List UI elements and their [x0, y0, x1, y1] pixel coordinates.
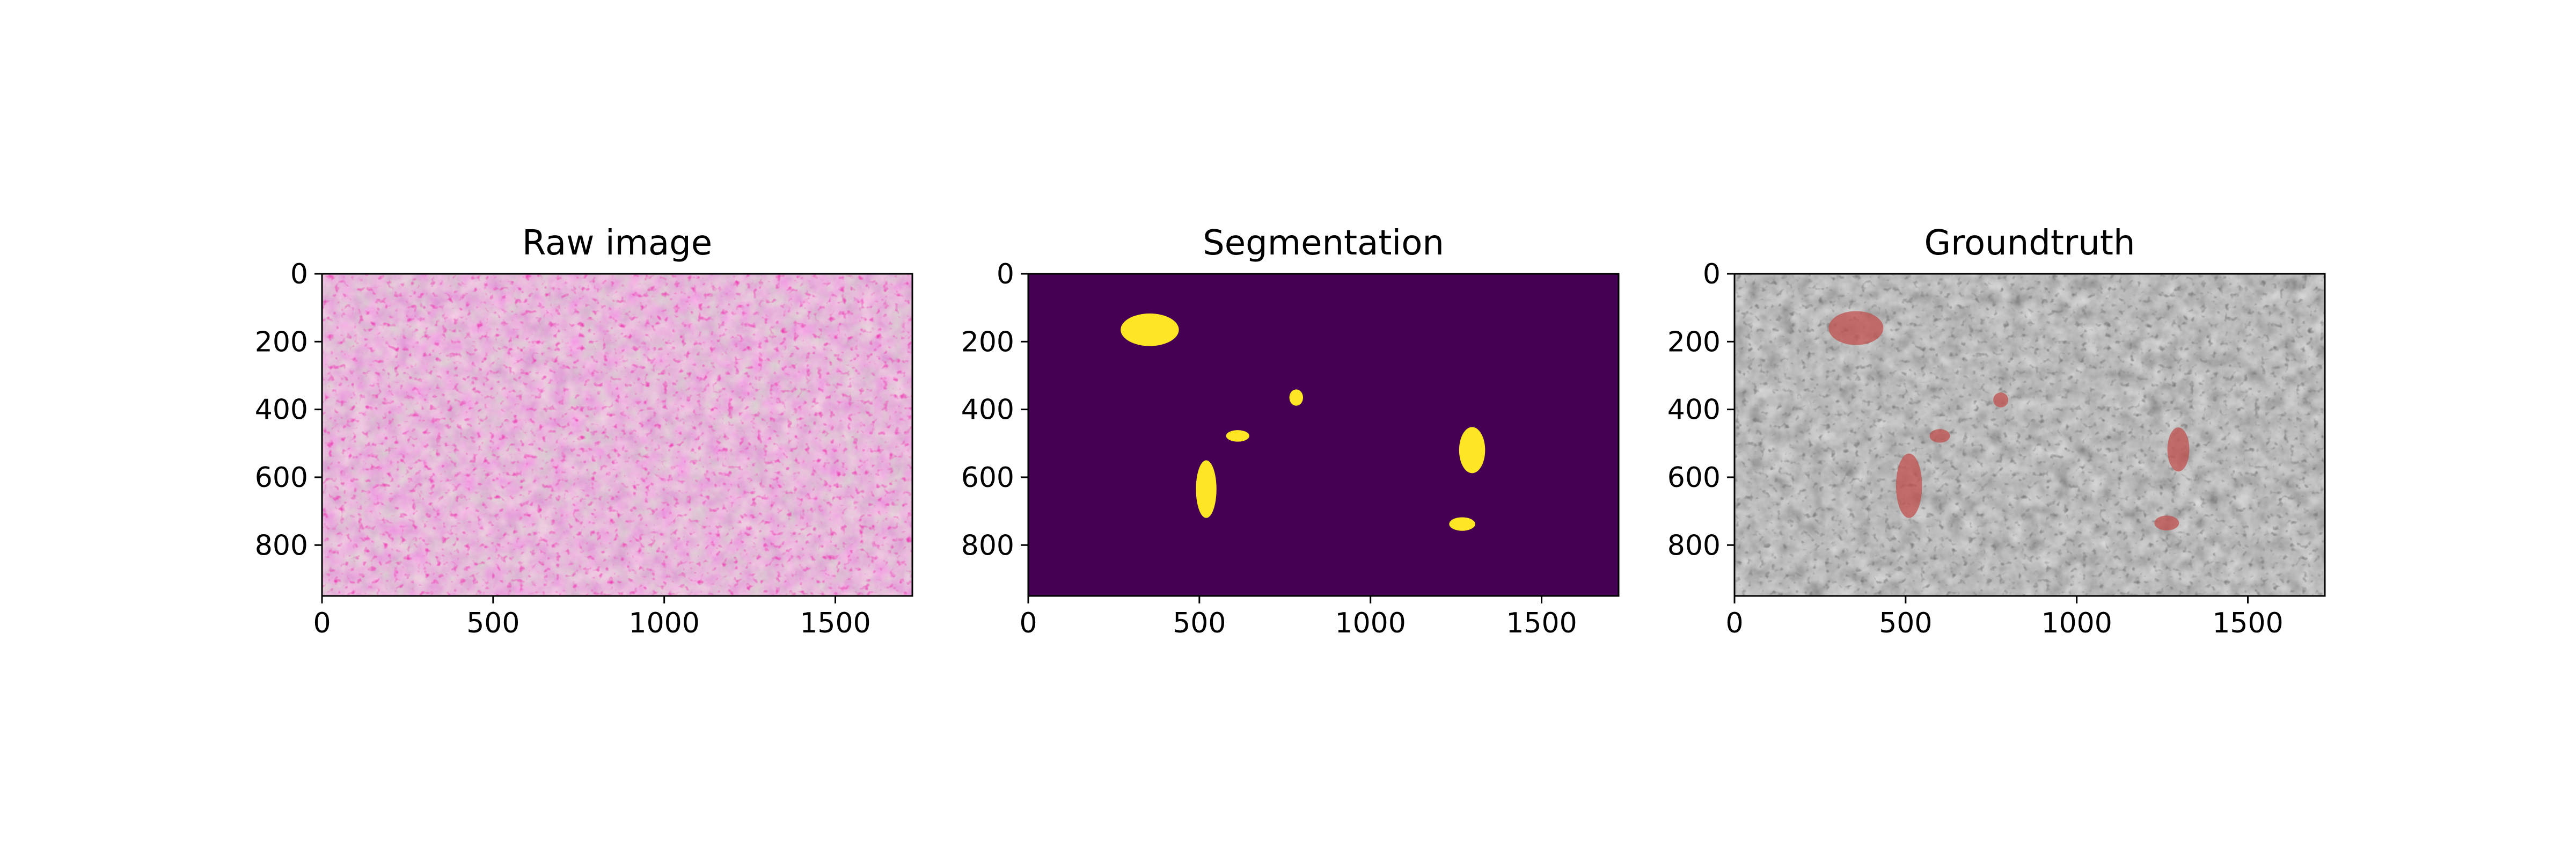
groundtruth-axes: 0 500 1000 1500 0 200 400 600 800 [1667, 258, 2284, 639]
segmentation-region [1289, 389, 1304, 406]
x-tick-label: 500 [1879, 607, 1932, 639]
segmentation-panel: Segmentation 0 500 1000 1500 0 200 400 600 800 [961, 223, 1620, 639]
y-tick-label: 200 [961, 326, 1014, 358]
y-tick-label: 600 [961, 462, 1014, 494]
y-tick-label: 800 [255, 529, 308, 562]
groundtruth-region [2167, 427, 2190, 472]
x-tick-label: 1000 [2041, 607, 2112, 639]
x-tick-label: 1500 [1506, 607, 1577, 639]
segmentation-region [1121, 313, 1179, 346]
segmentation-region [1449, 517, 1475, 531]
groundtruth-panel: Groundtruth 0 500 1000 1500 0 200 400 600 800 [1667, 223, 2326, 639]
mask-background [1028, 274, 1619, 596]
groundtruth-region [2154, 515, 2179, 531]
groundtruth-region [1993, 392, 2009, 407]
segmentation-title: Segmentation [1203, 223, 1444, 263]
y-tick-label: 800 [1667, 529, 1721, 562]
x-tick-label: 500 [466, 607, 519, 639]
segmentation-region [1226, 430, 1249, 442]
y-tick-label: 400 [961, 394, 1014, 426]
x-tick-label: 1500 [800, 607, 870, 639]
x-tick-label: 500 [1173, 607, 1226, 639]
segmentation-frame [1027, 273, 1620, 597]
y-tick-label: 200 [1667, 326, 1721, 358]
x-tick-label: 1000 [629, 607, 700, 639]
groundtruth-area [1735, 274, 2325, 596]
y-tick-label: 0 [1703, 258, 1721, 290]
cell-speckle [322, 274, 912, 596]
x-tick-label: 0 [313, 607, 331, 639]
raw-image-axes: 0 500 1000 1500 0 200 400 600 800 [255, 258, 871, 639]
y-tick-label: 800 [961, 529, 1014, 562]
raw-image-frame [321, 273, 913, 597]
groundtruth-frame [1733, 273, 2326, 597]
raw-image-panel: Raw image 0 500 1000 1500 0 200 400 600 800 [255, 223, 913, 639]
groundtruth-region [1929, 429, 1950, 443]
groundtruth-region [1828, 311, 1884, 345]
segmentation-region [1196, 460, 1217, 518]
segmentation-area [1028, 274, 1619, 596]
y-tick-label: 200 [255, 326, 308, 358]
x-tick-label: 0 [1725, 607, 1743, 639]
gray-speckle [1735, 274, 2325, 596]
x-tick-label: 0 [1019, 607, 1037, 639]
y-tick-label: 600 [255, 462, 308, 494]
raw-image-title: Raw image [522, 223, 712, 263]
groundtruth-region [1896, 453, 1922, 518]
y-tick-label: 0 [997, 258, 1014, 290]
raw-image-area [322, 274, 912, 596]
y-tick-label: 0 [290, 258, 308, 290]
groundtruth-title: Groundtruth [1924, 223, 2135, 263]
y-tick-label: 600 [1667, 462, 1721, 494]
y-tick-label: 400 [1667, 394, 1721, 426]
segmentation-axes: 0 500 1000 1500 0 200 400 600 800 [961, 258, 1577, 639]
x-tick-label: 1500 [2212, 607, 2283, 639]
x-tick-label: 1000 [1335, 607, 1406, 639]
y-tick-label: 400 [255, 394, 308, 426]
segmentation-region [1459, 427, 1485, 474]
